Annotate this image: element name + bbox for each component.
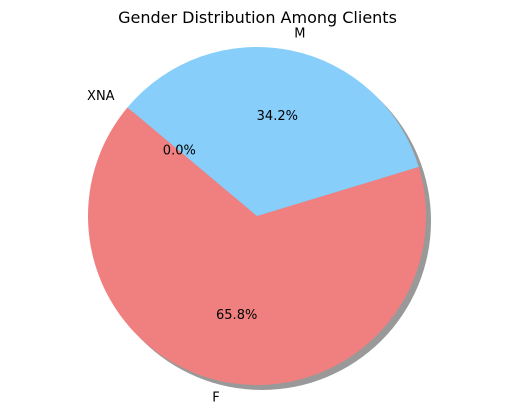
slice-label-xna: XNA	[87, 89, 115, 104]
pie-slice-f	[88, 107, 426, 385]
slice-label-m: M	[294, 26, 305, 41]
chart-title: Gender Distribution Among Clients	[118, 8, 397, 27]
slice-label-f: F	[212, 391, 219, 406]
slice-pct-f: 65.8%	[216, 308, 257, 323]
slice-pct-xna: 0.0%	[163, 143, 196, 158]
pie-slice-m	[127, 46, 419, 216]
slice-pct-m: 34.2%	[257, 109, 298, 124]
pie-label-layer: F 65.8% M 34.2% XNA 0.0%	[87, 26, 305, 405]
pie-slice-layer	[88, 46, 426, 385]
